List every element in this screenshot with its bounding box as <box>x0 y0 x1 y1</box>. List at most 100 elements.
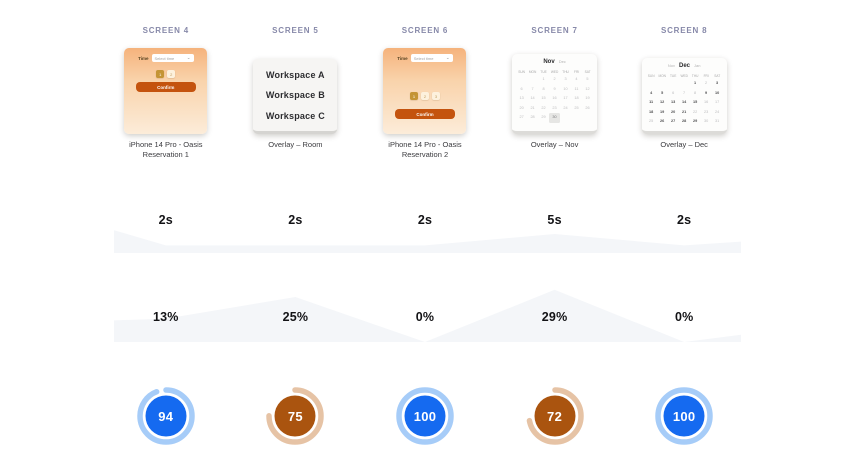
duration-value: 2s <box>677 213 692 227</box>
calendar-day: 7 <box>531 86 534 91</box>
mini-chip: 3 <box>431 92 440 100</box>
mini-time-select: Select time ⌄ <box>410 54 453 62</box>
calendar-day: 28 <box>682 119 687 123</box>
calendar-day: 27 <box>671 119 676 123</box>
calendar-weekday: FRI <box>574 70 580 74</box>
percent-value: 25% <box>282 310 309 324</box>
calendar-day: 23 <box>703 109 709 114</box>
mini-chip: 1 <box>156 70 165 78</box>
calendar-day: 4 <box>575 77 578 81</box>
score-badge[interactable]: 100 <box>655 387 713 445</box>
calendar-day: 8 <box>542 86 545 91</box>
calendar-day-empty <box>646 79 657 89</box>
mini-confirm-button: Confirm <box>135 82 196 92</box>
calendar-day: 31 <box>714 119 720 123</box>
calendar-day: 18 <box>574 96 579 100</box>
calendar-day: 1 <box>542 77 545 81</box>
calendar-day: 30 <box>703 119 709 123</box>
screen-label-8: SCREEN 8 <box>660 26 708 35</box>
calendar-day: 13 <box>671 100 676 104</box>
workspace-list-item: Workspace C <box>265 110 325 121</box>
score-badge[interactable]: 72 <box>525 387 584 445</box>
score-ring <box>525 387 584 445</box>
screen-label-4: SCREEN 4 <box>142 26 189 35</box>
calendar-weekday-row: SUN MON TUE WED THU FRI SAT <box>512 70 597 74</box>
duration-value: 5s <box>547 213 562 227</box>
screen-labels-row: SCREEN 4 SCREEN 5 SCREEN 6 SCREEN 7 SCRE… <box>101 26 749 35</box>
calendar-day: 21 <box>682 109 687 114</box>
mini-chip: 2 <box>420 92 429 100</box>
workspace-list-item: Workspace A <box>266 69 325 80</box>
thumbnail-room-overlay[interactable]: Workspace A Workspace B Workspace C <box>253 59 338 134</box>
score-value: 100 <box>672 408 696 424</box>
calendar-grid: 1 2 3 4 5 6 7 8 9 10 11 12 13 14 15 16 17 18 19 20 21 22 23 24 2… <box>642 79 727 127</box>
thumbnail-reservation-1[interactable]: Time Select time ⌄ 1 2 Confirm <box>124 48 208 134</box>
time-wave-chart <box>114 230 741 253</box>
calendar-day: 11 <box>574 86 579 91</box>
calendar-day: 30 <box>549 113 561 123</box>
calendar-day: 6 <box>520 86 523 91</box>
percent-value: 0% <box>674 310 694 324</box>
calendar-day: 4 <box>650 90 653 95</box>
calendar-day: 23 <box>552 105 557 110</box>
calendar-day-empty <box>668 79 679 89</box>
calendar-day-empty <box>657 79 668 89</box>
calendar-day: 3 <box>564 77 567 81</box>
mini-chip: 1 <box>409 92 418 100</box>
screen-names-row: iPhone 14 Pro - Oasis Reservation 1 Overl… <box>101 140 749 160</box>
calendar-day: 17 <box>563 96 568 100</box>
calendar-day: 15 <box>692 100 698 104</box>
score-badge[interactable]: 94 <box>137 387 195 445</box>
calendar-day: 19 <box>585 96 590 100</box>
duration-value: 2s <box>288 213 303 227</box>
calendar-day: 1 <box>694 81 697 85</box>
score-badge[interactable]: 75 <box>266 387 325 445</box>
calendar-day: 18 <box>649 109 654 114</box>
calendar-day: 2 <box>553 77 556 81</box>
calendar-day: 9 <box>553 86 556 91</box>
calendar-weekday: THU <box>562 70 569 74</box>
calendar-grid: 1 2 3 4 5 6 7 8 9 10 11 12 13 14 15 16 17 18 19 20 21 22 23 24 2… <box>512 75 597 123</box>
calendar-day: 16 <box>552 96 557 100</box>
score-ring <box>655 387 713 445</box>
calendar-weekday: SAT <box>714 74 721 78</box>
durations-row: 2s 2s 2s 5s 2s <box>101 213 749 227</box>
score-badge[interactable]: 100 <box>396 387 454 445</box>
calendar-day-empty <box>516 75 527 85</box>
screen-name: iPhone 14 Pro - Oasis Reservation 1 <box>129 140 203 159</box>
calendar-day-empty <box>582 113 593 123</box>
calendar-weekday: TUE <box>540 70 547 74</box>
score-value: 94 <box>158 408 174 424</box>
calendar-day: 24 <box>563 105 568 110</box>
calendar-day-empty <box>527 75 538 85</box>
percent-wave-chart <box>114 289 741 342</box>
mini-confirm-button: Confirm <box>394 109 455 119</box>
score-ring <box>396 387 454 445</box>
calendar-day: 16 <box>703 100 709 104</box>
calendar-day: 10 <box>714 90 720 95</box>
screen-name: Overlay – Dec <box>660 140 708 149</box>
calendar-month-label: Dec <box>679 63 691 69</box>
thumbnail-reservation-2[interactable]: Time Select time ⌄ 1 2 3 Confirm <box>383 48 467 134</box>
calendar-day: 26 <box>660 119 665 123</box>
duration-value: 2s <box>158 213 173 227</box>
screen-name: Overlay – Nov <box>530 140 579 149</box>
calendar-month-label: Jan <box>694 63 701 68</box>
calendar-day: 2 <box>705 81 708 85</box>
calendar-day: 5 <box>586 77 589 81</box>
calendar-day: 20 <box>519 105 524 110</box>
calendar-day-empty <box>679 79 690 89</box>
screen-label-6: SCREEN 6 <box>401 26 449 35</box>
calendar-day: 29 <box>541 115 546 119</box>
screen-label-7: SCREEN 7 <box>531 26 578 35</box>
chevron-down-icon: ⌄ <box>186 55 191 60</box>
calendar-day: 13 <box>519 96 524 100</box>
calendar-weekday: MON <box>528 70 537 74</box>
mini-time-select: Select time ⌄ <box>151 54 194 62</box>
calendar-day: 21 <box>530 105 535 110</box>
score-ring <box>137 387 195 445</box>
calendar-day: 12 <box>585 86 590 91</box>
